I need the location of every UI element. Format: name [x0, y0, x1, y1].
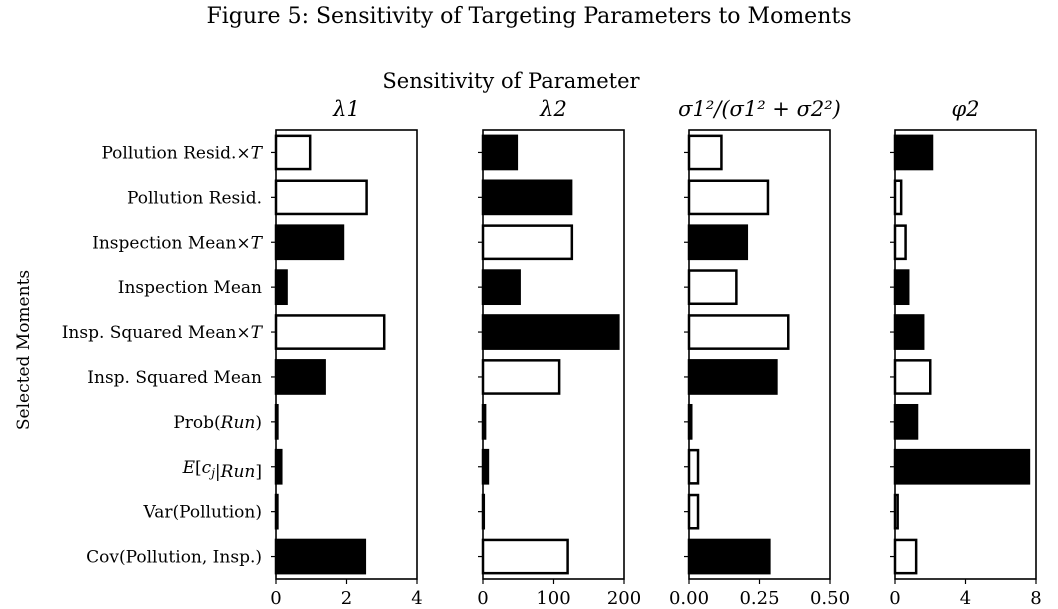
x-tick-label: 0 — [477, 588, 488, 609]
x-tick-label: 0 — [270, 588, 281, 609]
bar — [687, 179, 770, 216]
category-label: Cov(Pollution, Insp.) — [86, 548, 262, 568]
bar — [481, 538, 569, 575]
category-label: Insp. Squared Mean — [87, 368, 262, 388]
category-labels: Pollution Resid.×T Pollution Resid. Inspec… — [62, 143, 264, 567]
bar — [687, 224, 749, 261]
y-axis-label: Selected Moments — [14, 270, 34, 430]
panel-0: λ1 0 2 4 — [270, 97, 422, 609]
bar — [687, 448, 700, 485]
x-tick-label: 8 — [1030, 588, 1041, 609]
bar — [274, 134, 312, 171]
bar — [687, 134, 723, 171]
x-tick-label: 200 — [607, 588, 641, 609]
x-tick-label: 0.25 — [739, 588, 779, 609]
bar — [893, 179, 903, 216]
bar — [274, 224, 345, 261]
panel-2: σ1²/(σ1² + σ2²) 0.00 0.25 0.50 — [669, 97, 850, 609]
x-tick-label: 2 — [341, 588, 352, 609]
bar — [481, 269, 521, 306]
figure-title: Figure 5: Sensitivity of Targeting Param… — [206, 4, 852, 29]
x-tick-label: 0.00 — [669, 588, 709, 609]
bar — [893, 538, 918, 575]
bar — [893, 448, 1031, 485]
category-label: Insp. Squared Mean×T — [62, 323, 264, 343]
x-tick-label: 0 — [889, 588, 900, 609]
category-label: Var(Pollution) — [142, 503, 262, 523]
bar — [893, 269, 910, 306]
bar — [687, 269, 738, 306]
bar — [481, 224, 574, 261]
bar — [274, 314, 386, 350]
bar — [687, 314, 790, 350]
panel-title: φ2 — [951, 97, 979, 121]
bar — [274, 538, 367, 575]
category-label: Inspection Mean×T — [92, 233, 264, 253]
bar — [893, 134, 934, 171]
bar — [893, 403, 919, 440]
bar — [893, 359, 932, 395]
bar — [481, 314, 620, 350]
panel-title: λ1 — [332, 97, 360, 121]
bar — [481, 134, 519, 171]
bar — [481, 179, 573, 216]
category-label: Pollution Resid. — [127, 188, 262, 208]
bar — [274, 359, 326, 395]
bar — [893, 224, 907, 261]
chart-title: Sensitivity of Parameter — [382, 69, 640, 93]
panels: λ1 0 2 4 λ2 0 100 200 σ1²/(σ1² + σ2²) 0.00 0.25 0.5… — [270, 97, 1041, 609]
category-label: E[cj|Run] — [182, 458, 262, 482]
x-tick-label: 100 — [536, 588, 570, 609]
bar — [481, 359, 561, 395]
bar — [893, 314, 925, 350]
panel-title: λ2 — [539, 97, 567, 121]
category-label: Inspection Mean — [118, 278, 262, 298]
x-tick-label: 0.50 — [810, 588, 850, 609]
panel-3: φ2 0 4 8 — [889, 97, 1041, 609]
panel-1: λ2 0 100 200 — [477, 97, 641, 609]
category-label: Prob(Run) — [173, 413, 262, 433]
bar — [687, 493, 700, 530]
x-tick-label: 4 — [411, 588, 422, 609]
bar — [687, 359, 778, 395]
x-tick-label: 4 — [960, 588, 971, 609]
plot-frame — [894, 129, 1037, 580]
bar — [274, 269, 288, 306]
panel-title: σ1²/(σ1² + σ2²) — [678, 97, 841, 121]
category-label: Pollution Resid.×T — [101, 143, 263, 163]
bar — [687, 538, 771, 575]
bar — [274, 179, 368, 216]
